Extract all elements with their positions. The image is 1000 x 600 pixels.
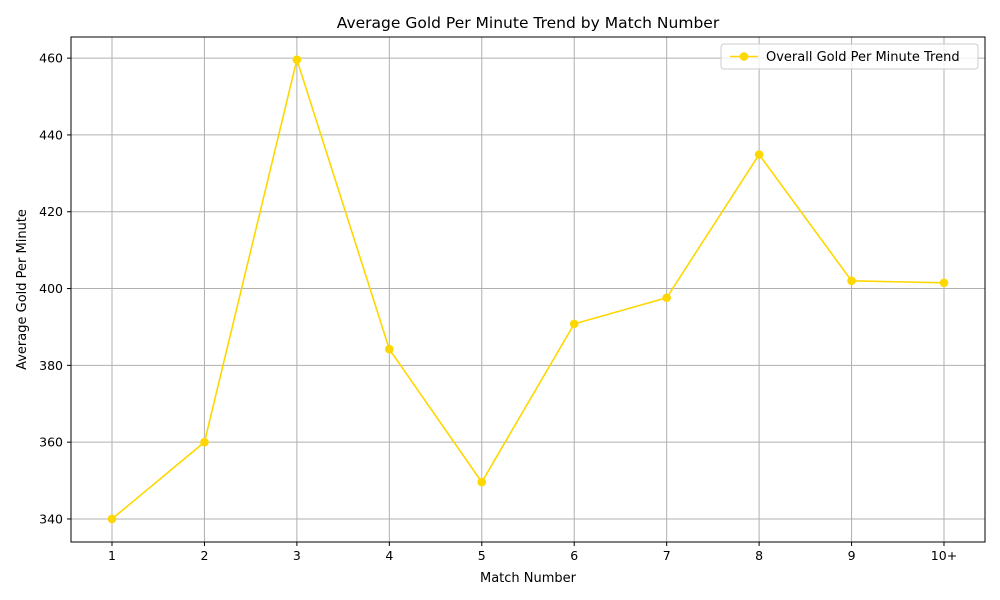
x-tick-label: 6 [570,548,578,563]
y-tick-label: 400 [39,281,63,296]
data-point [847,276,856,286]
data-point [939,278,949,288]
legend-label: Overall Gold Per Minute Trend [766,50,960,65]
data-point [662,293,671,303]
x-tick-label: 9 [848,548,856,563]
x-tick-label: 2 [200,548,208,563]
y-axis-label: Average Gold Per Minute [15,209,30,370]
x-axis-ticks: 1 2 3 4 5 6 7 8 9 10+ [108,542,957,563]
x-tick-label: 7 [663,548,671,563]
data-point [569,319,579,329]
y-tick-label: 420 [39,204,63,219]
y-tick-label: 340 [39,511,63,526]
y-tick-label: 380 [39,358,63,373]
data-point [385,344,394,354]
x-tick-label: 3 [293,548,301,563]
y-tick-label: 440 [39,127,63,142]
series-line [111,56,945,520]
x-tick-label: 4 [385,548,393,563]
x-tick-label: 5 [478,548,486,563]
y-axis-ticks: 340 360 380 400 420 440 460 [39,51,71,526]
plot-frame [70,36,986,543]
data-point [477,477,487,487]
x-tick-label: 8 [755,548,763,563]
series-layer [107,55,949,524]
y-tick-label: 360 [39,435,63,450]
grid [71,37,985,542]
legend-marker [739,52,749,61]
legend: Overall Gold Per Minute Trend [720,43,979,70]
chart-title: Average Gold Per Minute Trend by Match N… [337,14,720,32]
data-point [292,55,302,64]
x-axis-label: Match Number [480,571,577,586]
data-point [200,437,209,447]
x-tick-label: 10+ [931,548,957,563]
data-point [754,150,764,159]
x-tick-label: 1 [108,548,116,563]
data-point [107,514,117,524]
legend-box [720,43,979,70]
y-tick-label: 460 [39,51,63,66]
